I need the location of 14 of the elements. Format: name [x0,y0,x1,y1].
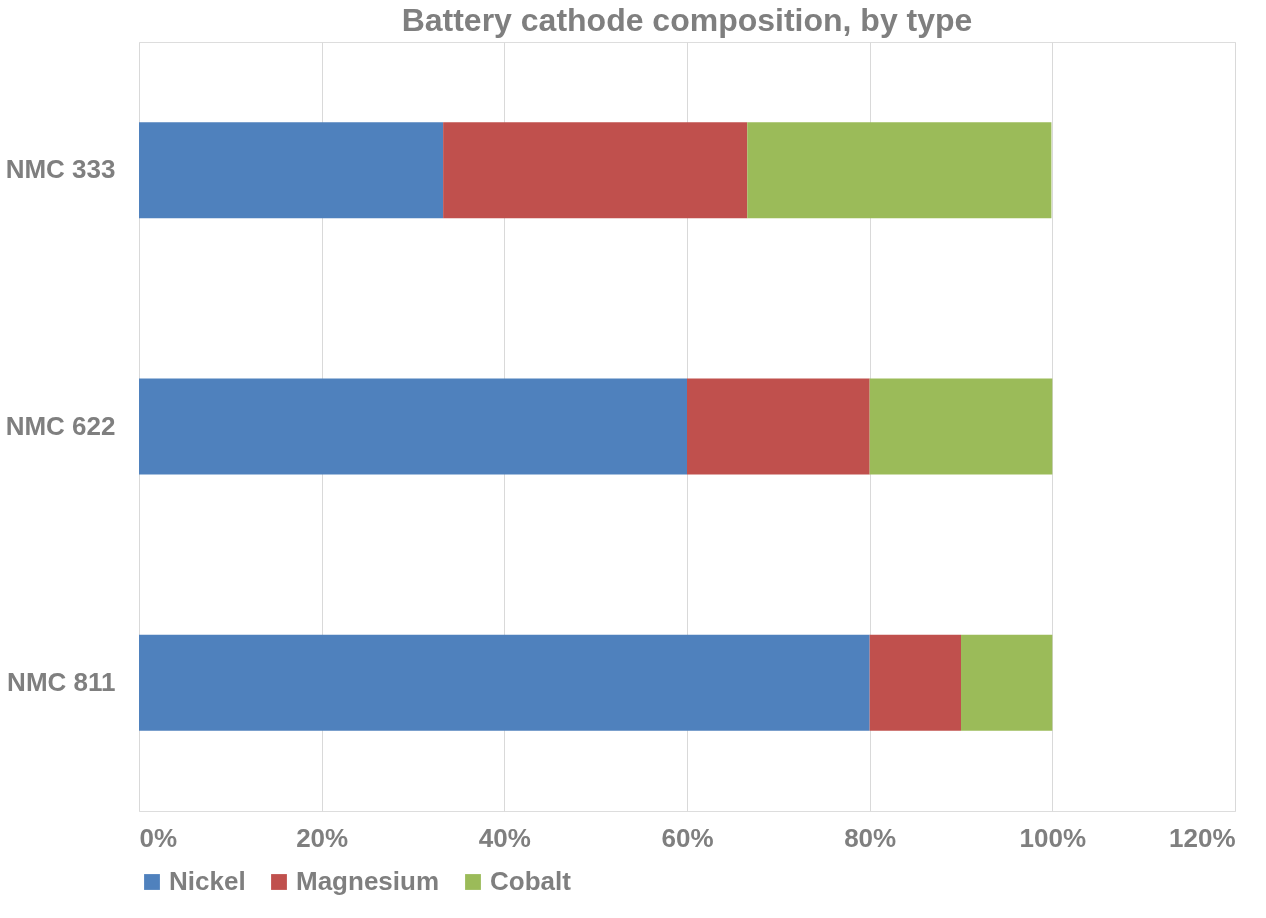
x-tick-label: 60% [661,822,714,853]
legend-label: Magnesium [296,866,440,896]
x-tick-label: 40% [478,822,531,853]
y-tick-label: NMC 811 [7,666,116,697]
chart-title: Battery cathode composition, by type [401,2,973,38]
y-tick-label: NMC 622 [5,410,116,441]
x-tick-label: 120% [1169,822,1236,853]
legend-label: Nickel [169,866,246,896]
y-tick-label: NMC 333 [5,154,116,185]
x-tick-label: 20% [296,822,349,853]
legend-label: Cobalt [490,866,572,896]
x-tick-label: 80% [844,822,897,853]
x-tick-label: 100% [1019,822,1087,853]
x-tick-label: 0% [139,822,178,853]
